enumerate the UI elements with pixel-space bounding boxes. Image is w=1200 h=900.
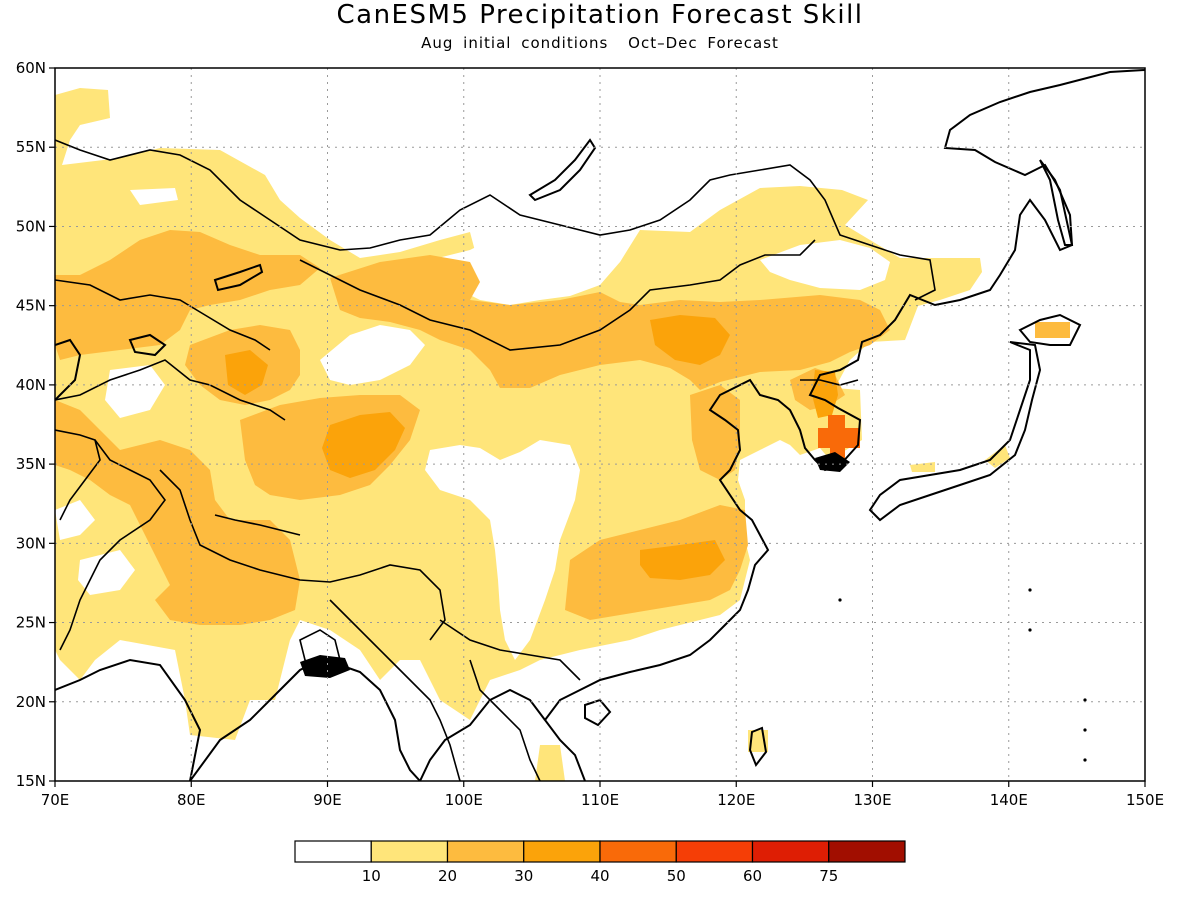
coastline-caspian	[55, 338, 82, 401]
colorbar-label-60: 60	[743, 867, 762, 885]
map-title: CanESM5 Precipitation Forecast Skill	[336, 0, 864, 30]
skill-region-40-50	[818, 415, 860, 462]
skill-region-japan-south	[985, 445, 1010, 468]
x-tick-label-120E: 120E	[717, 791, 755, 809]
colorbar-label-20: 20	[438, 867, 457, 885]
colorbar-label-30: 30	[514, 867, 533, 885]
no-skill-west-3	[78, 550, 135, 595]
coastline-aral	[128, 333, 167, 357]
skill-region-30-40-a	[650, 315, 730, 365]
border-kazakh-south	[55, 279, 271, 351]
subtitle-forecast-period: Oct–Dec Forecast	[628, 34, 779, 52]
no-skill-mongolia	[430, 235, 630, 305]
coastline-hokkaido	[1018, 313, 1082, 346]
border-russia-china	[55, 139, 936, 301]
colorbar-swatch-4	[599, 840, 677, 863]
colorbar-label-40: 40	[590, 867, 609, 885]
y-tick-label-60N: 60N	[16, 59, 46, 77]
border-korea	[800, 379, 859, 386]
colorbar-swatch-2	[446, 840, 525, 863]
subtitle-initial-conditions: Aug initial conditions	[421, 34, 609, 52]
border-pakistan-india	[59, 439, 166, 651]
x-tick-label-70E: 70E	[41, 791, 70, 809]
coastline-balkhash	[213, 263, 264, 292]
skill-region-30-40-b	[322, 412, 405, 478]
x-tick-label-110E: 110E	[581, 791, 619, 809]
border-myanmar	[329, 599, 461, 781]
x-tick-label-90E: 90E	[313, 791, 342, 809]
coastline-baikal	[528, 138, 597, 202]
coastline-taiwan	[748, 726, 768, 768]
border-china-se-asia	[439, 619, 581, 681]
colorbar-swatch-5	[675, 840, 754, 863]
x-axis-labels: 70E 80E 90E 100E 110E 120E 130E 140E 150E	[41, 791, 1164, 809]
no-skill-west-2	[105, 365, 165, 418]
x-tick-label-80E: 80E	[177, 791, 206, 809]
y-tick-label-35N: 35N	[16, 455, 46, 473]
colorbar-swatch-7	[828, 840, 906, 863]
y-axis-labels: 15N 20N 25N 30N 35N 40N 45N 50N 55N 60N	[16, 59, 46, 790]
x-tick-label-140E: 140E	[990, 791, 1028, 809]
x-tick-label-150E: 150E	[1126, 791, 1164, 809]
skill-region-japan-north	[1035, 322, 1070, 338]
skill-region-indochina	[535, 745, 565, 781]
colorbar-swatch-1	[370, 840, 449, 863]
small-land-features	[300, 452, 1087, 762]
island-mark-3	[1083, 698, 1087, 702]
island-mark-5	[1083, 728, 1087, 732]
coastline-india	[55, 658, 202, 781]
y-tick-label-50N: 50N	[16, 217, 46, 235]
colorbar-label-50: 50	[667, 867, 686, 885]
x-tick-label-130E: 130E	[853, 791, 891, 809]
border-laos-vietnam	[469, 659, 541, 781]
skill-region-20-30-a	[55, 230, 320, 360]
y-tick-label-45N: 45N	[16, 297, 46, 315]
y-tick-label-40N: 40N	[16, 376, 46, 394]
x-tick-label-100E: 100E	[445, 791, 483, 809]
border-nepal-tibet	[214, 514, 301, 536]
skill-region-east-korea	[910, 462, 935, 472]
coastline-japan	[868, 341, 1042, 522]
island-sunderbans	[300, 655, 350, 678]
island-south-korea	[815, 452, 850, 472]
skill-region-30-40-d	[640, 540, 725, 580]
border-mongolia-china	[299, 239, 816, 351]
map-subtitle: Aug initial conditions Oct–Dec Forecast	[0, 34, 1200, 52]
colorbar-label-75: 75	[819, 867, 838, 885]
border-central-asia	[55, 359, 286, 421]
border-afghanistan	[55, 429, 101, 521]
no-skill-siberia-east	[760, 240, 890, 290]
colorbar: 10 20 30 40 50 60 75	[294, 840, 906, 885]
no-skill-tarim	[320, 325, 425, 385]
skill-region-30-40-e	[812, 370, 838, 418]
skill-region-30-40-c	[225, 350, 268, 395]
y-tick-label-55N: 55N	[16, 138, 46, 156]
y-tick-label-20N: 20N	[16, 693, 46, 711]
colorbar-swatch-6	[751, 840, 830, 863]
y-tick-label-25N: 25N	[16, 614, 46, 632]
coastline-indochina	[419, 688, 546, 781]
island-mark-6	[838, 598, 842, 602]
coastline-hainan	[584, 698, 612, 727]
no-skill-kazakh	[130, 188, 178, 205]
island-mark-2	[1028, 628, 1032, 632]
skill-shading	[55, 88, 1070, 781]
skill-region-20-30-g	[690, 385, 740, 480]
skill-region-20-30-e	[55, 400, 300, 625]
axis-ticks	[49, 67, 1146, 787]
island-mark-4	[1083, 758, 1087, 762]
coastline-sakhalin	[1039, 159, 1074, 246]
colorbar-label-10: 10	[362, 867, 381, 885]
island-mark-1	[1028, 588, 1032, 592]
y-tick-label-15N: 15N	[16, 772, 46, 790]
y-tick-label-30N: 30N	[16, 534, 46, 552]
colorbar-swatch-0	[294, 840, 372, 863]
colorbar-swatch-3	[523, 840, 601, 863]
